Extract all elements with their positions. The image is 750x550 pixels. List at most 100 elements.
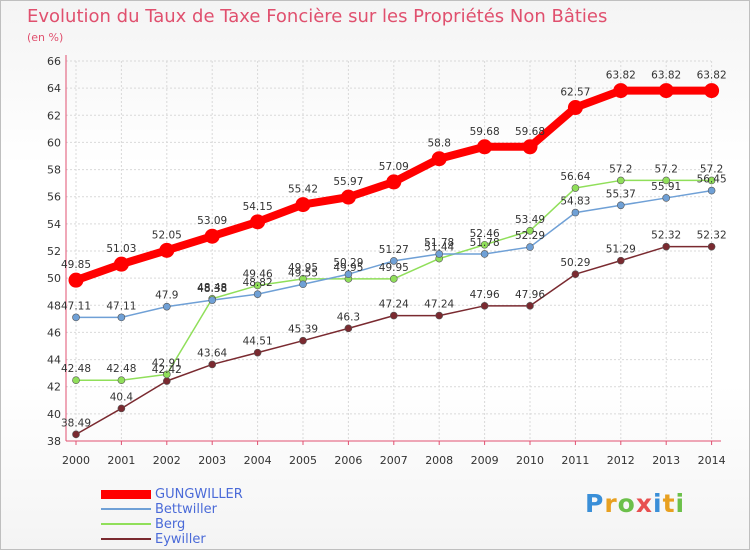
y-tick-label: 38 xyxy=(47,435,61,448)
data-point-eywiller xyxy=(163,377,171,385)
data-point-eywiller xyxy=(526,302,534,310)
data-label-bettwiller: 52.29 xyxy=(515,230,545,242)
x-tick-label: 2011 xyxy=(561,454,589,467)
data-point-eywiller xyxy=(571,270,580,279)
data-label-eywiller: 46.3 xyxy=(337,311,360,323)
data-label-bettwiller: 48.82 xyxy=(243,277,273,289)
x-tick-label: 2013 xyxy=(652,454,680,467)
data-label-eywiller: 40.4 xyxy=(110,391,134,403)
legend-swatch-berg xyxy=(101,523,151,525)
y-axis-unit: (en %) xyxy=(27,31,64,44)
y-tick-label: 54 xyxy=(47,218,61,231)
y-tick-label: 60 xyxy=(47,136,61,149)
data-point-berg xyxy=(707,176,716,185)
data-label-eywiller: 47.24 xyxy=(379,299,409,311)
data-label-eywiller: 47.96 xyxy=(515,289,545,301)
data-point-bettwiller xyxy=(72,313,80,322)
y-tick-label: 50 xyxy=(47,272,61,285)
legend-label-bettwiller: Bettwiller xyxy=(155,502,217,517)
series-group xyxy=(68,83,720,439)
data-point-berg xyxy=(616,176,625,185)
data-label-gungwiller: 63.82 xyxy=(606,70,636,82)
data-label-bettwiller: 54.83 xyxy=(560,196,590,208)
data-label-berg: 57.2 xyxy=(655,163,678,175)
data-point-eywiller xyxy=(344,324,353,333)
y-tick-label: 44 xyxy=(47,354,61,367)
data-label-bettwiller: 49.55 xyxy=(288,267,318,279)
data-label-bettwiller: 51.27 xyxy=(379,244,409,256)
data-label-gungwiller: 51.03 xyxy=(106,243,136,255)
data-label-berg: 49.46 xyxy=(243,268,273,280)
data-point-gungwiller xyxy=(68,272,84,288)
data-point-gungwiller xyxy=(522,139,538,155)
x-tick-label: 2001 xyxy=(107,454,135,467)
data-point-eywiller xyxy=(616,256,625,265)
y-tick-label: 46 xyxy=(47,326,61,339)
data-point-eywiller xyxy=(707,242,716,251)
data-point-gungwiller xyxy=(159,242,175,258)
data-point-eywiller xyxy=(299,336,307,345)
data-label-gungwiller: 63.82 xyxy=(697,70,727,82)
legend-label-gungwiller: GUNGWILLER xyxy=(155,487,243,502)
y-tick-label: 52 xyxy=(47,245,61,258)
data-point-gungwiller xyxy=(477,139,493,155)
data-label-eywiller: 42.42 xyxy=(152,364,182,376)
x-tick-label: 2009 xyxy=(471,454,499,467)
data-label-berg: 57.2 xyxy=(609,163,632,175)
data-point-berg xyxy=(389,275,398,283)
brand-letter: t xyxy=(662,489,676,518)
x-tick-label: 2003 xyxy=(198,454,226,467)
data-label-berg: 42.48 xyxy=(61,363,91,375)
data-point-gungwiller xyxy=(613,83,629,99)
data-label-bettwiller: 55.37 xyxy=(606,188,636,200)
data-labels: 49.85 51.03 52.05 53.09 54.15 55.42 55.97 57.09… xyxy=(61,70,727,430)
data-label-gungwiller: 55.97 xyxy=(333,176,363,188)
data-label-gungwiller: 55.42 xyxy=(288,184,318,196)
data-label-berg: 49.95 xyxy=(333,262,363,274)
data-point-bettwiller xyxy=(526,243,534,251)
x-tick-label: 2005 xyxy=(289,454,317,467)
data-label-bettwiller: 47.11 xyxy=(61,300,91,312)
data-point-bettwiller xyxy=(662,194,671,202)
data-label-berg: 57.2 xyxy=(700,163,723,175)
data-point-bettwiller xyxy=(480,250,489,258)
y-tick-label: 62 xyxy=(47,109,61,122)
data-label-eywiller: 50.29 xyxy=(560,257,590,269)
data-point-berg xyxy=(480,240,489,249)
data-point-eywiller xyxy=(117,404,126,413)
data-label-gungwiller: 53.09 xyxy=(197,215,227,227)
data-label-bettwiller: 47.11 xyxy=(106,300,136,312)
data-label-eywiller: 52.32 xyxy=(651,230,681,242)
x-tick-label: 2006 xyxy=(334,454,362,467)
brand-letter: o xyxy=(617,489,636,518)
data-point-gungwiller xyxy=(658,83,674,99)
data-label-eywiller: 52.32 xyxy=(697,230,727,242)
data-label-berg: 52.46 xyxy=(470,228,500,240)
data-label-berg: 49.95 xyxy=(288,262,318,274)
data-label-eywiller: 45.39 xyxy=(288,324,318,336)
brand-letter: i xyxy=(675,489,686,518)
data-label-gungwiller: 52.05 xyxy=(152,229,182,241)
data-label-berg: 56.64 xyxy=(560,171,590,183)
data-label-berg: 48.48 xyxy=(197,282,227,294)
data-point-eywiller xyxy=(662,242,671,251)
data-label-gungwiller: 58.8 xyxy=(428,138,451,150)
x-tick-label: 2007 xyxy=(380,454,408,467)
data-point-bettwiller xyxy=(707,186,716,195)
data-point-eywiller xyxy=(72,430,80,439)
data-point-gungwiller xyxy=(250,214,266,230)
legend-swatch-bettwiller xyxy=(101,508,151,510)
data-point-gungwiller xyxy=(113,256,129,272)
data-label-eywiller: 47.96 xyxy=(470,289,500,301)
data-label-eywiller: 43.64 xyxy=(197,347,227,359)
brand-letter: i xyxy=(653,489,663,518)
data-label-berg: 42.91 xyxy=(152,357,182,369)
data-label-bettwiller: 51.78 xyxy=(424,237,454,249)
x-tick-label: 2002 xyxy=(153,454,181,467)
data-point-gungwiller xyxy=(704,83,720,99)
data-point-berg xyxy=(72,376,80,385)
data-point-gungwiller xyxy=(295,197,311,213)
data-point-berg xyxy=(526,226,534,235)
